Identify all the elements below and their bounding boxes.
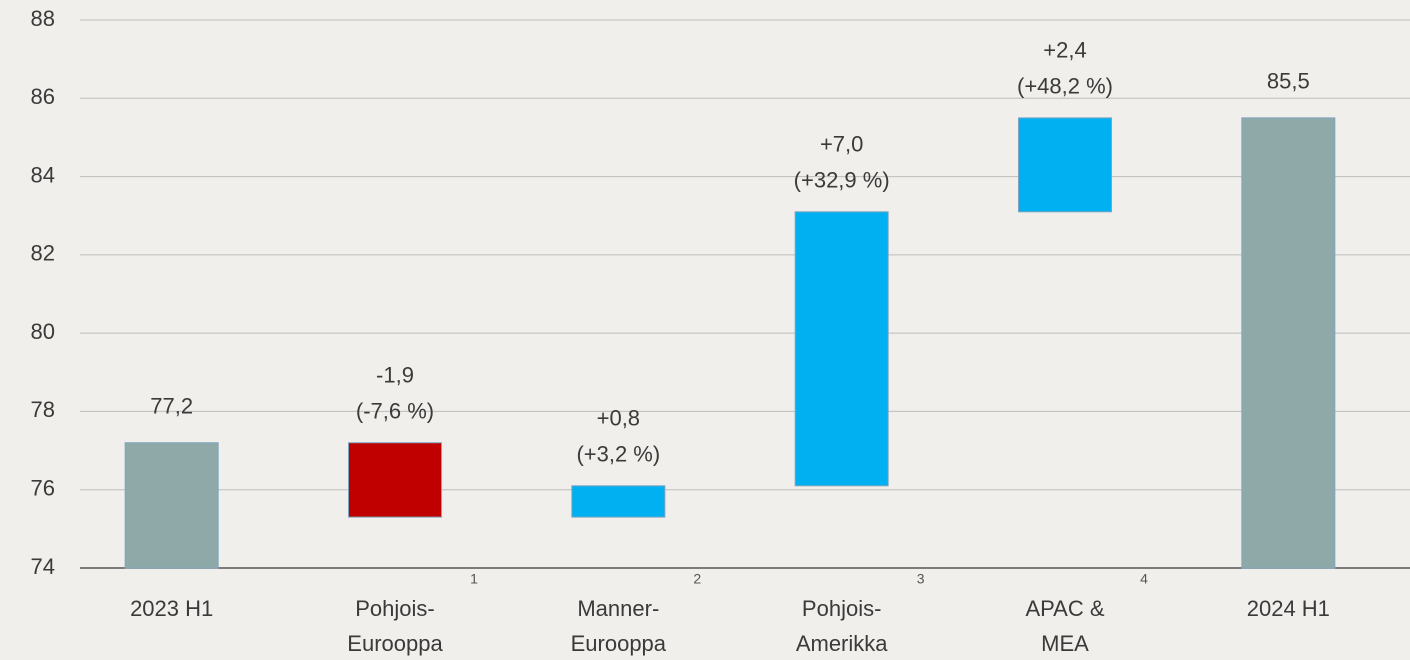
- y-tick-label: 76: [31, 476, 55, 501]
- x-tick-label: Pohjois-: [802, 596, 881, 621]
- x-tick-label: Pohjois-: [355, 596, 434, 621]
- y-tick-label: 86: [31, 84, 55, 109]
- bar: [348, 442, 442, 518]
- value-label: +2,4: [1043, 38, 1086, 63]
- category-note: 2: [693, 571, 701, 587]
- x-tick-label: MEA: [1041, 631, 1089, 656]
- y-tick-label: 74: [31, 554, 55, 579]
- x-tick-label: Manner-: [577, 596, 659, 621]
- value-label: +7,0: [820, 132, 863, 157]
- y-tick-label: 80: [31, 319, 55, 344]
- x-tick-label: 2023 H1: [130, 596, 213, 621]
- category-note: 4: [1140, 571, 1148, 587]
- bar: [1018, 117, 1112, 213]
- x-tick-label: APAC &: [1025, 596, 1104, 621]
- pct-label: (+3,2 %): [576, 442, 660, 467]
- value-label: 77,2: [150, 394, 193, 419]
- x-tick-label: Eurooppa: [347, 631, 443, 656]
- x-tick-label: 2024 H1: [1247, 596, 1330, 621]
- bar: [1241, 117, 1336, 569]
- bar: [124, 442, 219, 569]
- value-label: 85,5: [1267, 69, 1310, 94]
- pct-label: (+32,9 %): [794, 168, 890, 193]
- category-note: 3: [917, 571, 925, 587]
- value-label: +0,8: [597, 406, 640, 431]
- pct-label: (-7,6 %): [356, 399, 434, 424]
- x-tick-label: Amerikka: [796, 631, 888, 656]
- y-tick-label: 82: [31, 241, 55, 266]
- bar: [794, 211, 889, 487]
- value-label: -1,9: [376, 363, 414, 388]
- pct-label: (+48,2 %): [1017, 74, 1113, 99]
- category-note: 1: [470, 571, 478, 587]
- bar: [571, 485, 666, 518]
- y-tick-label: 78: [31, 397, 55, 422]
- y-tick-label: 84: [31, 162, 55, 187]
- x-tick-label: Eurooppa: [571, 631, 667, 656]
- y-tick-label: 88: [31, 6, 55, 31]
